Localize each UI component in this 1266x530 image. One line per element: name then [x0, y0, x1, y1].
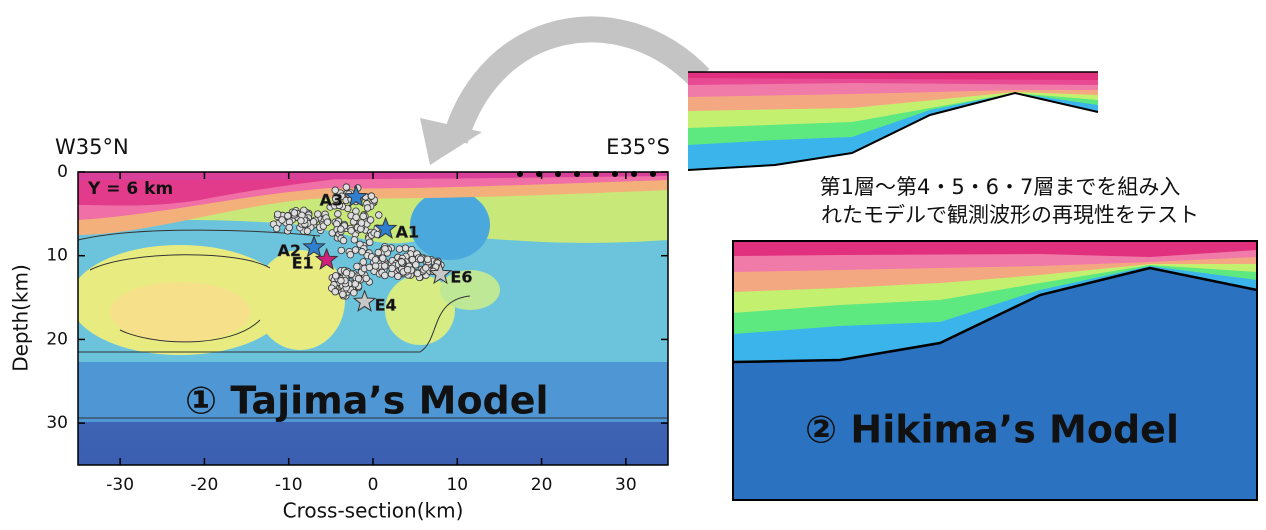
- x-tick-label: 0: [368, 475, 379, 495]
- hypocenter: [404, 266, 411, 273]
- y-axis-label: Depth(km): [9, 264, 33, 372]
- hypocenter: [375, 249, 382, 256]
- hypocenter: [424, 256, 431, 263]
- x-tick-label: 30: [615, 475, 637, 495]
- hypocenter: [360, 259, 367, 266]
- hypocenter: [310, 218, 317, 225]
- x-tick-label: 10: [446, 475, 468, 495]
- annotation: Y = 6 km: [87, 179, 173, 199]
- hypocenter: [396, 246, 403, 253]
- hypocenter: [413, 262, 420, 269]
- event-label: E4: [375, 295, 397, 314]
- hypocenter: [314, 211, 321, 218]
- hypocenter: [381, 263, 388, 270]
- station: [650, 171, 656, 177]
- event-label: A1: [396, 222, 420, 241]
- station: [612, 171, 618, 177]
- hypocenter: [368, 193, 375, 200]
- x-tick-label: -30: [106, 475, 134, 495]
- arrow: [455, 29, 700, 140]
- hypocenter: [351, 237, 358, 244]
- hypocenter: [375, 212, 382, 219]
- corner-right: E35°S: [606, 135, 670, 159]
- event-label: E6: [450, 268, 472, 287]
- hypocenter: [324, 219, 331, 226]
- hypocenter: [360, 213, 367, 220]
- small-layer-model: [688, 72, 1098, 170]
- hypocenter: [284, 213, 291, 220]
- model-label: ② Hikima’s Model: [805, 408, 1179, 452]
- hypocenter: [343, 184, 350, 191]
- caption-line: 第1層～第4・5・6・7層までを組み入: [820, 175, 1181, 199]
- station: [574, 171, 580, 177]
- y-tick-label: 0: [57, 162, 68, 182]
- hypocenter: [389, 265, 396, 272]
- hypocenter: [343, 269, 350, 276]
- hypocenter: [402, 245, 409, 252]
- station: [517, 171, 523, 177]
- hypocenter: [366, 239, 373, 246]
- hypocenter: [354, 263, 361, 270]
- hypocenter: [395, 273, 402, 280]
- hypocenter: [338, 277, 345, 284]
- hypocenter: [363, 275, 370, 282]
- y-tick-label: 20: [46, 329, 68, 349]
- hypocenter: [351, 289, 358, 296]
- hypocenter: [286, 224, 293, 231]
- hypocenter: [335, 211, 342, 218]
- hypocenter: [398, 259, 405, 266]
- y-tick-label: 30: [46, 413, 68, 433]
- station: [631, 171, 637, 177]
- station: [593, 171, 599, 177]
- hypocenter: [357, 226, 364, 233]
- event-label: E1: [292, 253, 314, 272]
- hypocenter: [353, 214, 360, 221]
- hypocenter: [279, 217, 286, 224]
- hypocenter: [414, 270, 421, 277]
- hypocenter: [304, 228, 311, 235]
- x-axis-label: Cross-section(km): [283, 499, 464, 523]
- hypocenter: [340, 237, 347, 244]
- hypocenter: [273, 225, 280, 232]
- hypocenter: [339, 291, 346, 298]
- x-tick-label: 20: [531, 475, 553, 495]
- hypocenter: [364, 205, 371, 212]
- hypocenter: [423, 265, 430, 272]
- hypocenter: [332, 288, 339, 295]
- hypocenter: [274, 211, 281, 218]
- hypocenter: [359, 248, 366, 255]
- hypocenter: [338, 247, 345, 254]
- hypocenter: [348, 227, 355, 234]
- hypocenter: [382, 245, 389, 252]
- hypocenter: [358, 220, 365, 227]
- hypocenter: [417, 256, 424, 263]
- hypocenter: [337, 226, 344, 233]
- event-label: A3: [320, 191, 344, 210]
- caption-line: れたモデルで観測波形の再現性をテスト: [821, 203, 1199, 227]
- hypocenter: [379, 255, 386, 262]
- station: [555, 171, 561, 177]
- hypocenter: [372, 256, 379, 263]
- hypocenter: [381, 272, 388, 279]
- hypocenter: [291, 210, 298, 217]
- model-label: ① Tajima’s Model: [185, 379, 549, 423]
- figure: W35°N E35°S Y = 6 km Cross-section(km) D…: [0, 0, 1266, 530]
- hypocenter: [347, 251, 354, 258]
- hypocenter: [367, 217, 374, 224]
- y-tick-label: 10: [46, 246, 68, 266]
- x-tick-label: -20: [191, 475, 219, 495]
- x-tick-label: -10: [275, 475, 303, 495]
- hypocenter: [332, 273, 339, 280]
- hypocenter: [298, 217, 305, 224]
- large-layer-model: [733, 241, 1257, 500]
- corner-left: W35°N: [55, 135, 129, 159]
- hypocenter: [372, 263, 379, 270]
- hypocenter: [355, 275, 362, 282]
